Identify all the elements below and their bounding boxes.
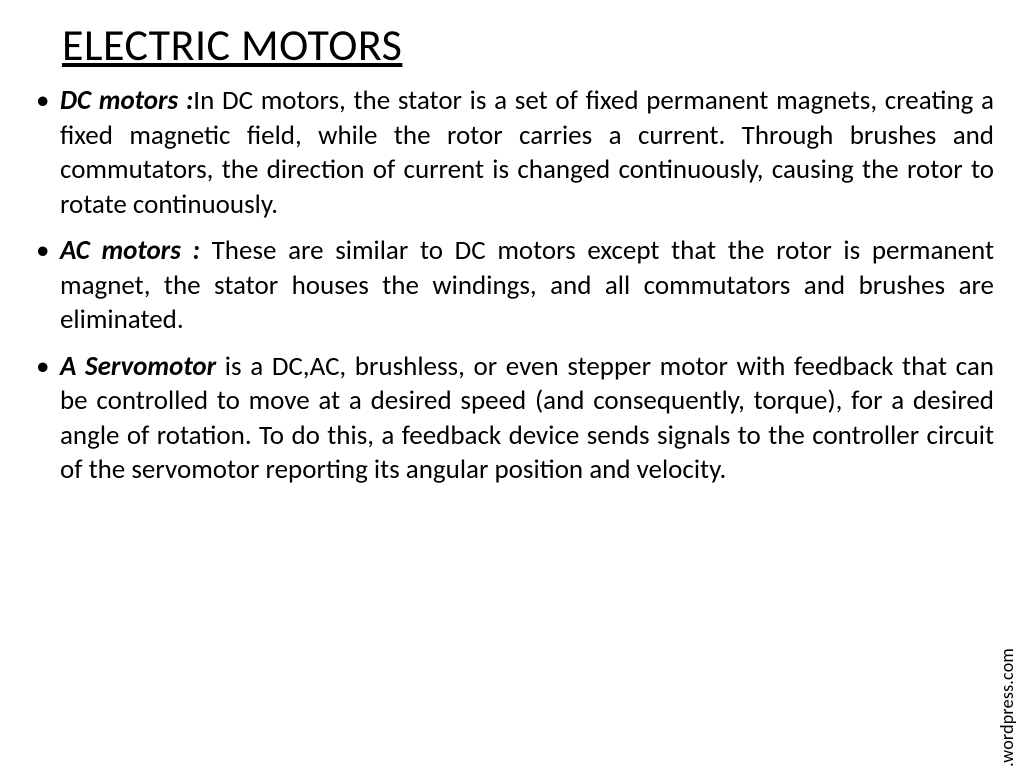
bullet-item: AC motors : These are similar to DC moto… <box>30 234 994 338</box>
bullet-text: In DC motors, the stator is a set of fix… <box>60 84 994 221</box>
bullet-lead: A Servomotor <box>60 350 216 383</box>
bullet-text: These are similar to DC motors except th… <box>60 234 994 336</box>
bullet-lead: DC motors : <box>60 84 193 117</box>
bullet-item: DC motors :In DC motors, the stator is a… <box>30 84 994 222</box>
bullet-list: DC motors :In DC motors, the stator is a… <box>30 84 994 488</box>
bullet-lead: AC motors : <box>60 234 200 267</box>
slide: ELECTRIC MOTORS DC motors :In DC motors,… <box>0 0 1024 768</box>
watermark-text: Sccemechanical.wordpress.com <box>996 648 1018 768</box>
slide-title: ELECTRIC MOTORS <box>62 18 994 72</box>
bullet-item: A Servomotor is a DC,AC, brushless, or e… <box>30 350 994 488</box>
